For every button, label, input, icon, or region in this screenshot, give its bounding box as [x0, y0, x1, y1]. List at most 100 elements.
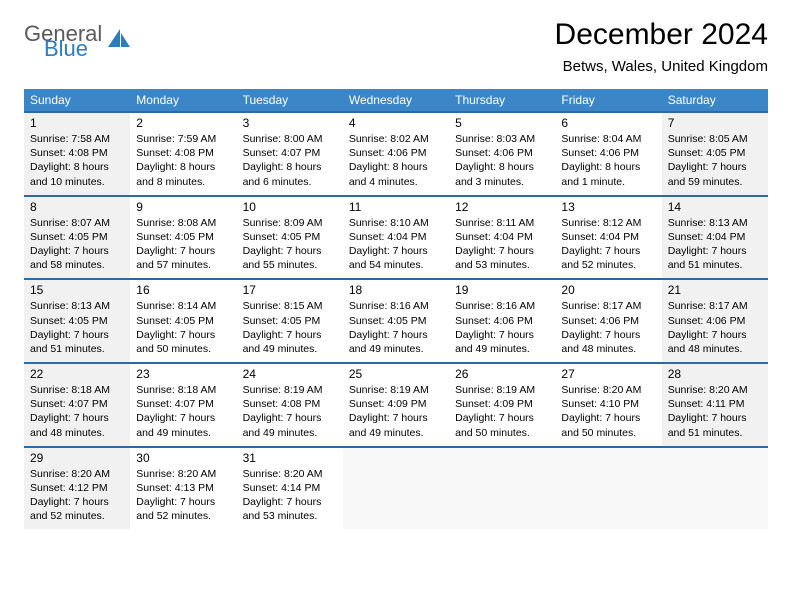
calendar-table: SundayMondayTuesdayWednesdayThursdayFrid… — [24, 89, 768, 529]
day-info: Sunrise: 8:20 AMSunset: 4:11 PMDaylight:… — [668, 383, 762, 440]
day-info: Sunrise: 8:16 AMSunset: 4:06 PMDaylight:… — [455, 299, 549, 356]
day-header: Monday — [130, 89, 236, 112]
day-info: Sunrise: 8:19 AMSunset: 4:08 PMDaylight:… — [243, 383, 337, 440]
day-info: Sunrise: 8:20 AMSunset: 4:10 PMDaylight:… — [561, 383, 655, 440]
day-info: Sunrise: 8:20 AMSunset: 4:13 PMDaylight:… — [136, 467, 230, 524]
day-cell: 23 Sunrise: 8:18 AMSunset: 4:07 PMDayligh… — [130, 363, 236, 447]
day-cell: 8 Sunrise: 8:07 AMSunset: 4:05 PMDaylight… — [24, 196, 130, 280]
day-header: Sunday — [24, 89, 130, 112]
day-number: 10 — [243, 200, 337, 214]
day-cell: 31 Sunrise: 8:20 AMSunset: 4:14 PMDayligh… — [237, 447, 343, 530]
day-cell: 30 Sunrise: 8:20 AMSunset: 4:13 PMDayligh… — [130, 447, 236, 530]
day-number: 29 — [30, 451, 124, 465]
day-number: 18 — [349, 283, 443, 297]
day-cell: 4 Sunrise: 8:02 AMSunset: 4:06 PMDaylight… — [343, 112, 449, 196]
week-row: 15 Sunrise: 8:13 AMSunset: 4:05 PMDayligh… — [24, 279, 768, 363]
day-number: 28 — [668, 367, 762, 381]
day-number: 30 — [136, 451, 230, 465]
day-info: Sunrise: 8:20 AMSunset: 4:12 PMDaylight:… — [30, 467, 124, 524]
week-row: 22 Sunrise: 8:18 AMSunset: 4:07 PMDayligh… — [24, 363, 768, 447]
day-cell: 26 Sunrise: 8:19 AMSunset: 4:09 PMDayligh… — [449, 363, 555, 447]
day-info: Sunrise: 8:17 AMSunset: 4:06 PMDaylight:… — [561, 299, 655, 356]
sail-icon — [106, 27, 132, 56]
day-cell: 18 Sunrise: 8:16 AMSunset: 4:05 PMDayligh… — [343, 279, 449, 363]
week-row: 29 Sunrise: 8:20 AMSunset: 4:12 PMDayligh… — [24, 447, 768, 530]
day-number: 19 — [455, 283, 549, 297]
day-number: 3 — [243, 116, 337, 130]
day-number: 14 — [668, 200, 762, 214]
day-info: Sunrise: 8:14 AMSunset: 4:05 PMDaylight:… — [136, 299, 230, 356]
day-info: Sunrise: 8:20 AMSunset: 4:14 PMDaylight:… — [243, 467, 337, 524]
day-info: Sunrise: 7:59 AMSunset: 4:08 PMDaylight:… — [136, 132, 230, 189]
day-header: Saturday — [662, 89, 768, 112]
day-number: 1 — [30, 116, 124, 130]
day-number: 17 — [243, 283, 337, 297]
day-cell: 20 Sunrise: 8:17 AMSunset: 4:06 PMDayligh… — [555, 279, 661, 363]
calendar-body: 1 Sunrise: 7:58 AMSunset: 4:08 PMDaylight… — [24, 112, 768, 529]
day-cell: 29 Sunrise: 8:20 AMSunset: 4:12 PMDayligh… — [24, 447, 130, 530]
day-number: 31 — [243, 451, 337, 465]
day-number: 27 — [561, 367, 655, 381]
day-number: 26 — [455, 367, 549, 381]
day-header: Tuesday — [237, 89, 343, 112]
day-number: 20 — [561, 283, 655, 297]
day-cell: 1 Sunrise: 7:58 AMSunset: 4:08 PMDaylight… — [24, 112, 130, 196]
day-cell — [662, 447, 768, 530]
day-info: Sunrise: 8:07 AMSunset: 4:05 PMDaylight:… — [30, 216, 124, 273]
logo-text: General Blue — [24, 24, 102, 60]
day-number: 6 — [561, 116, 655, 130]
day-number: 15 — [30, 283, 124, 297]
day-number: 23 — [136, 367, 230, 381]
day-info: Sunrise: 8:03 AMSunset: 4:06 PMDaylight:… — [455, 132, 549, 189]
day-info: Sunrise: 8:08 AMSunset: 4:05 PMDaylight:… — [136, 216, 230, 273]
day-info: Sunrise: 8:00 AMSunset: 4:07 PMDaylight:… — [243, 132, 337, 189]
day-cell: 17 Sunrise: 8:15 AMSunset: 4:05 PMDayligh… — [237, 279, 343, 363]
day-number: 2 — [136, 116, 230, 130]
day-number: 13 — [561, 200, 655, 214]
day-info: Sunrise: 8:17 AMSunset: 4:06 PMDaylight:… — [668, 299, 762, 356]
week-row: 1 Sunrise: 7:58 AMSunset: 4:08 PMDaylight… — [24, 112, 768, 196]
day-header: Wednesday — [343, 89, 449, 112]
day-info: Sunrise: 8:13 AMSunset: 4:04 PMDaylight:… — [668, 216, 762, 273]
day-header-row: SundayMondayTuesdayWednesdayThursdayFrid… — [24, 89, 768, 112]
day-cell: 22Sunrise: 8:18 AMSunset: 4:07 PMDayligh… — [24, 363, 130, 447]
day-info: Sunrise: 8:04 AMSunset: 4:06 PMDaylight:… — [561, 132, 655, 189]
day-info: Sunrise: 8:02 AMSunset: 4:06 PMDaylight:… — [349, 132, 443, 189]
day-cell: 15 Sunrise: 8:13 AMSunset: 4:05 PMDayligh… — [24, 279, 130, 363]
day-info: Sunrise: 8:19 AMSunset: 4:09 PMDaylight:… — [349, 383, 443, 440]
day-info: Sunrise: 8:12 AMSunset: 4:04 PMDaylight:… — [561, 216, 655, 273]
day-info: Sunrise: 8:16 AMSunset: 4:05 PMDaylight:… — [349, 299, 443, 356]
day-number: 21 — [668, 283, 762, 297]
page-title: December 2024 — [555, 18, 768, 52]
day-cell: 24Sunrise: 8:19 AMSunset: 4:08 PMDayligh… — [237, 363, 343, 447]
day-cell: 3 Sunrise: 8:00 AMSunset: 4:07 PMDaylight… — [237, 112, 343, 196]
day-info: Sunrise: 8:18 AMSunset: 4:07 PMDaylight:… — [136, 383, 230, 440]
day-number: 7 — [668, 116, 762, 130]
day-cell — [449, 447, 555, 530]
day-cell: 21 Sunrise: 8:17 AMSunset: 4:06 PMDayligh… — [662, 279, 768, 363]
day-info: Sunrise: 8:05 AMSunset: 4:05 PMDaylight:… — [668, 132, 762, 189]
day-info: Sunrise: 8:10 AMSunset: 4:04 PMDaylight:… — [349, 216, 443, 273]
day-cell: 13 Sunrise: 8:12 AMSunset: 4:04 PMDayligh… — [555, 196, 661, 280]
day-cell: 14 Sunrise: 8:13 AMSunset: 4:04 PMDayligh… — [662, 196, 768, 280]
day-number: 22 — [30, 367, 124, 381]
day-cell: 27 Sunrise: 8:20 AMSunset: 4:10 PMDayligh… — [555, 363, 661, 447]
day-cell: 6 Sunrise: 8:04 AMSunset: 4:06 PMDaylight… — [555, 112, 661, 196]
day-number: 25 — [349, 367, 443, 381]
day-cell: 19 Sunrise: 8:16 AMSunset: 4:06 PMDayligh… — [449, 279, 555, 363]
week-row: 8 Sunrise: 8:07 AMSunset: 4:05 PMDaylight… — [24, 196, 768, 280]
day-cell: 12Sunrise: 8:11 AMSunset: 4:04 PMDayligh… — [449, 196, 555, 280]
day-cell: 25 Sunrise: 8:19 AMSunset: 4:09 PMDayligh… — [343, 363, 449, 447]
day-number: 4 — [349, 116, 443, 130]
header: General Blue December 2024 Betws, Wales,… — [24, 18, 768, 75]
day-cell: 5Sunrise: 8:03 AMSunset: 4:06 PMDaylight… — [449, 112, 555, 196]
day-info: Sunrise: 8:19 AMSunset: 4:09 PMDaylight:… — [455, 383, 549, 440]
day-info: Sunrise: 7:58 AMSunset: 4:08 PMDaylight:… — [30, 132, 124, 189]
day-number: 16 — [136, 283, 230, 297]
day-info: Sunrise: 8:13 AMSunset: 4:05 PMDaylight:… — [30, 299, 124, 356]
title-block: December 2024 Betws, Wales, United Kingd… — [555, 18, 768, 75]
location-text: Betws, Wales, United Kingdom — [555, 58, 768, 75]
day-info: Sunrise: 8:15 AMSunset: 4:05 PMDaylight:… — [243, 299, 337, 356]
day-cell: 16 Sunrise: 8:14 AMSunset: 4:05 PMDayligh… — [130, 279, 236, 363]
day-number: 8 — [30, 200, 124, 214]
